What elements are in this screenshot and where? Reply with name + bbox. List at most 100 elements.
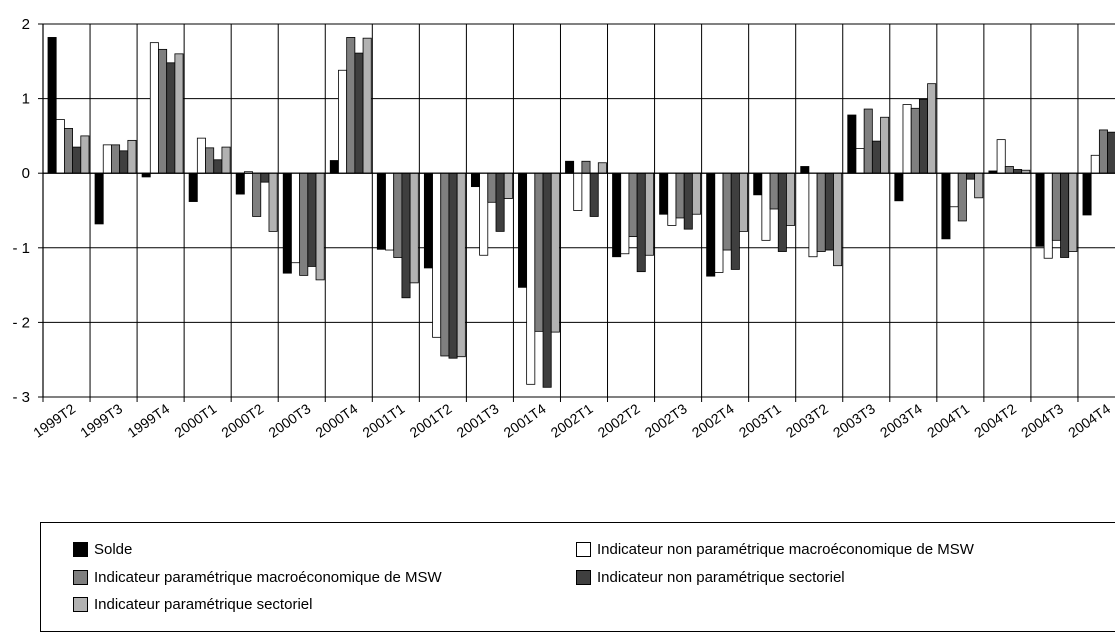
legend-swatch [73,570,88,585]
y-tick-label: - 2 [12,314,30,331]
bar [503,172,513,199]
bar [268,172,278,232]
bar [213,159,223,174]
bar [423,172,433,269]
bar [691,172,701,215]
bar [941,172,951,240]
x-tick-label: 1999T2 [30,400,78,440]
grid-lines [43,23,1115,398]
x-tick-label: 2000T3 [265,400,313,440]
bar [816,172,826,252]
x-tick-label: 2000T1 [171,400,219,440]
x-tick-label: 2001T3 [454,400,502,440]
bar [127,139,137,174]
bar [565,160,575,174]
bar [855,148,865,174]
legend-swatch [73,597,88,612]
bar [94,172,104,225]
y-tick-labels: 2 1 0 - 1 - 2 - 3 [12,16,30,406]
bar [235,172,245,195]
bar [432,172,442,338]
x-tick-label: 2004T1 [924,400,972,440]
bar [1068,172,1078,252]
bar [597,162,607,174]
x-tick-label: 2003T1 [736,400,784,440]
bar [996,139,1006,174]
x-tick-labels: 1999T21999T31999T42000T12000T22000T32000… [30,400,1113,440]
x-tick-label: 2001T2 [407,400,455,440]
y-tick-label: 1 [22,91,30,108]
bar [612,172,622,258]
bar [354,52,364,174]
bar [847,114,857,174]
y-tick-label: 0 [22,165,30,182]
bar [636,172,646,273]
bar [385,172,395,251]
bar [918,98,928,174]
bar [1043,172,1053,259]
bar [307,172,317,267]
x-tick-label: 2001T1 [359,400,407,440]
bar [800,166,810,174]
bar [196,137,206,174]
bars [47,37,1115,388]
bar [769,172,779,210]
bar [573,172,583,211]
bar [72,146,82,174]
bar [252,172,262,217]
bar [808,172,818,258]
bar [550,172,560,333]
bar [644,172,654,256]
bar [526,172,536,385]
bar [119,150,129,174]
bar [534,172,544,332]
bar [174,53,184,174]
bar [966,172,976,180]
axes [38,23,1115,402]
x-tick-label: 1999T3 [77,400,125,440]
bar [628,172,638,238]
bar [409,172,419,284]
bar [714,172,724,273]
bar [1004,166,1014,174]
bar [786,172,796,226]
bar [440,172,450,357]
bar [158,48,168,174]
bar [456,172,466,358]
bar [315,172,325,281]
bar [260,172,270,183]
bar [518,172,528,288]
bar [739,172,749,232]
bar [376,172,386,250]
bar [880,116,890,174]
legend: Solde Indicateur non paramétrique macroé… [40,522,1115,632]
x-tick-label: 2002T1 [548,400,596,440]
x-tick-label: 2003T2 [783,400,831,440]
bar [401,172,411,299]
bar [102,144,112,174]
bar [80,135,90,174]
bar [589,172,599,217]
x-tick-label: 2004T2 [971,400,1019,440]
bar [1060,172,1070,258]
bar [974,172,984,199]
bar [479,172,489,256]
bar [753,172,763,196]
bar [291,172,301,264]
x-tick-label: 2002T2 [595,400,643,440]
bar [620,172,630,255]
x-tick-label: 2002T4 [689,400,737,440]
bar [346,37,356,174]
bar [949,172,959,208]
bar [393,172,403,258]
bar [470,172,480,188]
bar [957,172,967,222]
bar [1090,154,1100,174]
legend-item-np-macro: Indicateur non paramétrique macroéconomi… [576,541,974,558]
bar [1082,172,1092,216]
bar [205,147,215,174]
bar-chart: 210- 1- 2- 3 1999T21999T31999T42000T1200… [12,16,1115,441]
x-tick-label: 2004T3 [1018,400,1066,440]
legend-label: Indicateur non paramétrique macroéconomi… [597,541,974,558]
bar [111,144,121,174]
